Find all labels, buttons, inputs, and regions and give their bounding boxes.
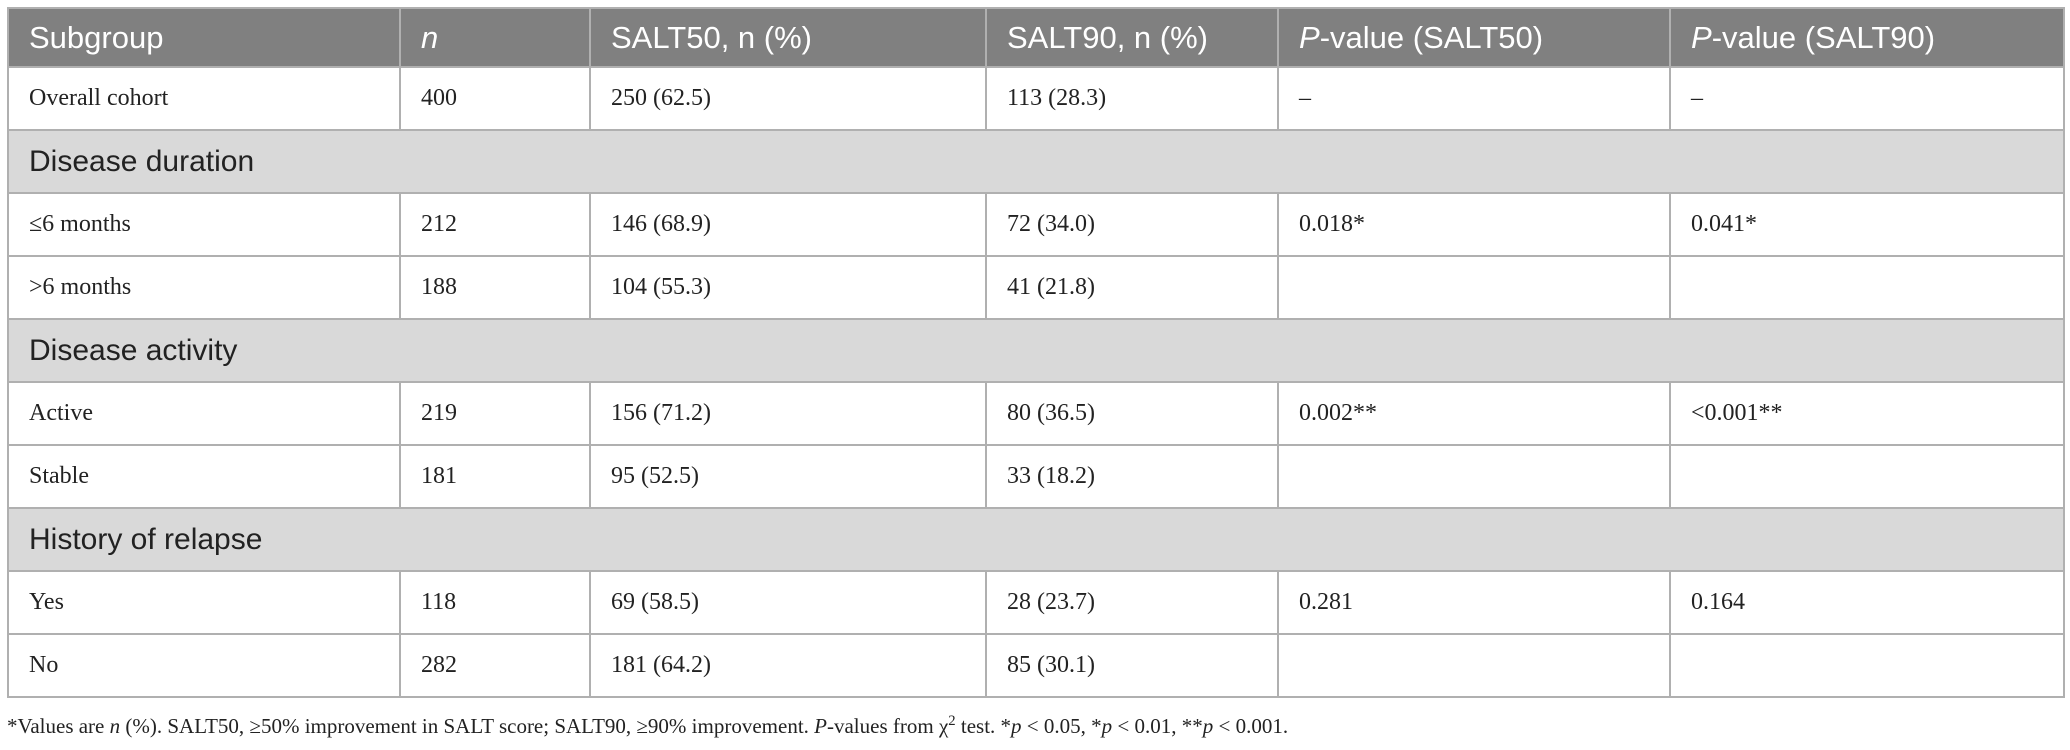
text-run: SALT90, n (%) <box>1007 19 1209 55</box>
cell: 0.164 <box>1669 570 2065 635</box>
text-run: n <box>421 19 439 55</box>
data-row: No 282 181 (64.2) 85 (30.1) <box>7 633 2065 698</box>
section-row: History of relapse <box>7 507 2065 572</box>
column-header: Subgroup <box>7 7 401 68</box>
cell: ≤6 months <box>7 192 401 257</box>
cell: 250 (62.5) <box>589 66 987 131</box>
text-run: p <box>1011 714 1022 738</box>
cell <box>1669 633 2065 698</box>
text-run: P <box>1691 19 1712 55</box>
text-run: *Values are <box>7 714 110 738</box>
cell: 219 <box>399 381 591 446</box>
cell <box>1669 255 2065 320</box>
column-header: P-value (SALT50) <box>1277 7 1671 68</box>
data-row: ≤6 months 212 146 (68.9) 72 (34.0) 0.018* 0.0… <box>7 192 2065 257</box>
section-label: Disease duration <box>7 129 2065 194</box>
cell: 0.041* <box>1669 192 2065 257</box>
cell: 181 (64.2) <box>589 633 987 698</box>
cell: – <box>1669 66 2065 131</box>
cell: 85 (30.1) <box>985 633 1279 698</box>
text-run: p <box>1101 714 1113 738</box>
cell: Stable <box>7 444 401 509</box>
text-run: 2 <box>948 713 956 729</box>
cell: 282 <box>399 633 591 698</box>
data-row: >6 months 188 104 (55.3) 41 (21.8) <box>7 255 2065 320</box>
cell: Active <box>7 381 401 446</box>
text-run: test. * <box>955 714 1012 738</box>
column-header: P-value (SALT90) <box>1669 7 2065 68</box>
footnote: *Values are n (%). SALT50, ≥50% improvem… <box>7 713 1288 739</box>
cell: 0.018* <box>1277 192 1671 257</box>
cell: 104 (55.3) <box>589 255 987 320</box>
text-run: -value (SALT90) <box>1711 19 1936 55</box>
data-row: Stable 181 95 (52.5) 33 (18.2) <box>7 444 2065 509</box>
section-row: Disease activity <box>7 318 2065 383</box>
cell: 95 (52.5) <box>589 444 987 509</box>
cell: 400 <box>399 66 591 131</box>
cell: No <box>7 633 401 698</box>
cell: 146 (68.9) <box>589 192 987 257</box>
data-row: Active 219 156 (71.2) 80 (36.5) 0.002** <0.00… <box>7 381 2065 446</box>
text-run: (%). SALT50, ≥50% improvement in SALT sc… <box>120 714 815 738</box>
text-run: Subgroup <box>29 19 164 55</box>
cell: <0.001** <box>1669 381 2065 446</box>
text-run: p <box>1202 714 1214 738</box>
text-run: P <box>814 714 827 738</box>
text-run: P <box>1299 19 1320 55</box>
text-run: < 0.05, * <box>1021 714 1102 738</box>
cell: 33 (18.2) <box>985 444 1279 509</box>
cell: 118 <box>399 570 591 635</box>
cell: 188 <box>399 255 591 320</box>
data-row: Yes 118 69 (58.5) 28 (23.7) 0.281 0.164 <box>7 570 2065 635</box>
cell: 0.002** <box>1277 381 1671 446</box>
section-row: Disease duration <box>7 129 2065 194</box>
cell <box>1277 444 1671 509</box>
text-run: SALT50, n (%) <box>611 19 813 55</box>
cell: Yes <box>7 570 401 635</box>
results-table: Subgroup n SALT50, n (%) SALT90, n (%) P-val… <box>7 7 2065 698</box>
cell: 0.281 <box>1277 570 1671 635</box>
cell: >6 months <box>7 255 401 320</box>
cell: 181 <box>399 444 591 509</box>
column-header: SALT90, n (%) <box>985 7 1279 68</box>
cell: 69 (58.5) <box>589 570 987 635</box>
column-header: n <box>399 7 591 68</box>
cell: – <box>1277 66 1671 131</box>
cell: Overall cohort <box>7 66 401 131</box>
cell: 156 (71.2) <box>589 381 987 446</box>
text-run: n <box>109 714 121 738</box>
cell: 41 (21.8) <box>985 255 1279 320</box>
cell <box>1277 255 1671 320</box>
cell: 212 <box>399 192 591 257</box>
column-header: SALT50, n (%) <box>589 7 987 68</box>
cell: 28 (23.7) <box>985 570 1279 635</box>
header-row: Subgroup n SALT50, n (%) SALT90, n (%) P-val… <box>7 7 2065 68</box>
text-run: -values from χ <box>826 714 949 738</box>
text-run: -value (SALT50) <box>1319 19 1544 55</box>
section-label: Disease activity <box>7 318 2065 383</box>
cell: 72 (34.0) <box>985 192 1279 257</box>
cell: 113 (28.3) <box>985 66 1279 131</box>
text-run: < 0.01, ** <box>1112 714 1203 738</box>
cell <box>1277 633 1671 698</box>
cell <box>1669 444 2065 509</box>
text-run: < 0.001. <box>1213 714 1289 738</box>
section-label: History of relapse <box>7 507 2065 572</box>
data-row: Overall cohort 400 250 (62.5) 113 (28.3) – – <box>7 66 2065 131</box>
cell: 80 (36.5) <box>985 381 1279 446</box>
